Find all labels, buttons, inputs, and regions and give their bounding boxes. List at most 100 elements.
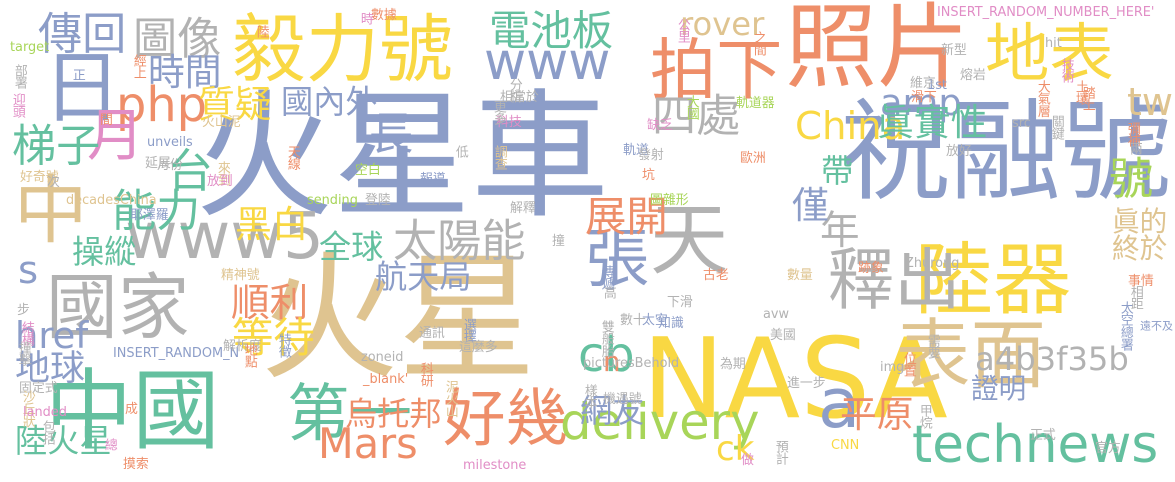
cloud-word: 質疑 — [198, 83, 272, 126]
cloud-word: 展開 — [585, 193, 668, 241]
cloud-word: 更多 — [490, 100, 506, 125]
cloud-word: 拍下 — [650, 32, 783, 109]
cloud-word: 位置 — [900, 352, 916, 377]
cloud-word: 事情 — [1128, 274, 1154, 289]
cloud-word: 正 — [69, 68, 85, 81]
cloud-word: zoneid — [361, 350, 404, 365]
cloud-word: 之間 — [750, 31, 766, 56]
cloud-word: 月份 — [157, 158, 183, 173]
cloud-word: 火星車 — [195, 76, 610, 237]
cloud-word: tw — [1127, 80, 1174, 125]
cloud-word: 放到 — [207, 174, 233, 189]
cloud-word: 帶 — [821, 152, 854, 190]
cloud-word: China — [795, 104, 906, 149]
cloud-word: 釋出 — [828, 242, 961, 319]
cloud-word: 分析 — [506, 78, 522, 103]
cloud-word: 成 — [125, 402, 138, 417]
cloud-word: 科技 — [496, 115, 522, 130]
cloud-word: n — [603, 345, 621, 378]
cloud-word: 撞 — [552, 234, 565, 249]
cloud-word: 結構 — [18, 321, 34, 346]
cloud-word: 傳遞 — [598, 265, 614, 290]
cloud-word: decadesChina — [66, 193, 157, 208]
cloud-word: 第一 — [287, 377, 413, 450]
cloud-word: 能力 — [112, 186, 201, 237]
cloud-word: 缺乏 — [647, 118, 673, 133]
cloud-word: 中國 — [45, 360, 220, 462]
cloud-word: 滑下 — [911, 90, 937, 105]
cloud-word: 機遇號 — [603, 392, 642, 407]
cloud-word: 數據 — [371, 8, 397, 23]
cloud-word: 國家 — [46, 265, 190, 349]
cloud-word: 甲烷 — [916, 404, 932, 429]
cloud-word: 官方 — [1095, 441, 1121, 456]
cloud-word: 迎頭 — [9, 93, 25, 118]
cloud-word: avw — [763, 307, 790, 322]
cloud-word: 土壤 — [1072, 80, 1088, 105]
cloud-word: 中 — [14, 169, 88, 254]
cloud-word: 眞實性 — [877, 101, 988, 144]
cloud-word: 維京 — [910, 76, 936, 91]
cloud-word: 四處 — [652, 91, 741, 142]
cloud-word: 沙丘狀 — [19, 390, 35, 428]
cloud-word: 烏托邦 — [345, 395, 442, 433]
cloud-word: 相距 — [1127, 285, 1143, 310]
cloud-word: 地表 — [985, 17, 1114, 92]
cloud-word: INSERT_RANDOM_NUMBER_HERE' — [937, 5, 1155, 20]
cloud-word: 僅 — [792, 184, 829, 227]
cloud-word: 延展 — [145, 156, 171, 171]
cloud-word: 黑白 — [235, 203, 309, 246]
cloud-word: 好幾 — [443, 382, 569, 455]
cloud-word: 祝融號 — [840, 89, 1172, 217]
cloud-word: unveils — [147, 135, 193, 150]
cloud-word: milestone — [463, 458, 527, 473]
cloud-word: www — [484, 32, 611, 92]
cloud-word: landed — [23, 405, 67, 420]
cloud-word: 進一步 — [787, 376, 826, 391]
cloud-word: 技術 — [1058, 58, 1074, 83]
cloud-word: 這麼多 — [459, 340, 498, 355]
cloud-word: s — [18, 248, 39, 293]
cloud-word: 號 — [1109, 154, 1154, 205]
cloud-word: 地點 — [241, 343, 257, 368]
cloud-word: 好奇號 — [20, 170, 59, 185]
cloud-word: 表面 — [895, 311, 1046, 399]
cloud-word: 陸器 — [915, 235, 1072, 326]
cloud-word: 傳回 — [38, 9, 127, 60]
cloud-word: 熔岩 — [960, 68, 986, 83]
cloud-word: 數十 — [620, 313, 646, 328]
cloud-word: 軌道器 — [736, 96, 775, 111]
cloud-word: Mars — [318, 420, 418, 468]
cloud-word: 登陸 — [365, 193, 391, 208]
cloud-word: 正式 — [1030, 428, 1056, 443]
cloud-word: 照片 — [785, 0, 970, 101]
cloud-word: src — [1012, 116, 1031, 131]
cloud-word: 數量 — [787, 268, 813, 283]
cloud-word: 1st — [927, 78, 947, 93]
cloud-word: 做 — [741, 453, 754, 468]
cloud-word: 圖像 — [133, 14, 222, 65]
cloud-word: 火星 — [260, 238, 537, 399]
cloud-word: 泥火山 — [442, 380, 458, 418]
cloud-word: 時 — [357, 12, 373, 25]
cloud-word: 彌補 — [1124, 122, 1140, 147]
cloud-word: 需要 — [924, 334, 940, 359]
cloud-word: INSERT_RANDOM_N — [113, 346, 240, 361]
cloud-word: 梯子 — [12, 121, 101, 172]
cloud-word: 國內外 — [281, 83, 378, 121]
cloud-word: www5 — [125, 199, 324, 274]
cloud-word: cb — [578, 328, 635, 383]
cloud-word: 時間 — [148, 51, 222, 94]
cloud-word: a — [818, 364, 861, 444]
cloud-word: 陸 — [253, 25, 269, 38]
cloud-word: 順利 — [231, 281, 309, 326]
cloud-word: img — [880, 360, 905, 375]
cloud-word: 遠不及 — [1140, 320, 1173, 334]
cloud-word: Zhurong — [905, 256, 960, 271]
cloud-word: 地球 — [15, 349, 85, 389]
cloud-word: 科研 — [417, 362, 433, 387]
cloud-word: 耶澤羅 — [130, 208, 169, 223]
cloud-word: a4b3f35b — [975, 340, 1129, 378]
cloud-word: 下滑 — [667, 295, 693, 310]
